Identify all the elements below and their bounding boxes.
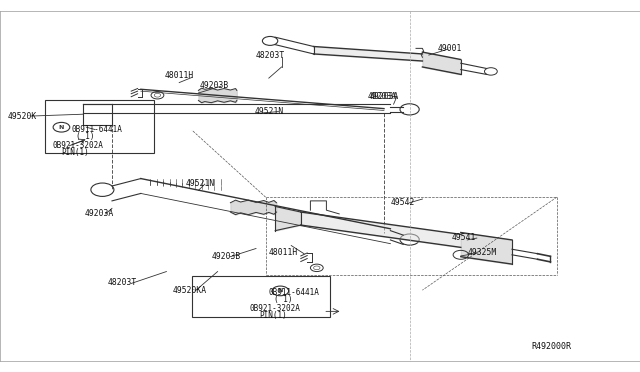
Text: 48203T: 48203T <box>256 51 285 60</box>
Bar <box>45 100 154 153</box>
Text: 49520K: 49520K <box>8 112 37 121</box>
Text: 49521N: 49521N <box>255 107 284 116</box>
Text: 49203B: 49203B <box>211 252 241 261</box>
Text: 49203B: 49203B <box>200 81 229 90</box>
Text: 49325M: 49325M <box>467 248 497 257</box>
Text: PIN(1): PIN(1) <box>61 148 88 157</box>
Text: 0B921-3202A: 0B921-3202A <box>52 141 103 150</box>
Text: 49203A: 49203A <box>368 92 397 101</box>
Text: 49521N: 49521N <box>186 179 215 187</box>
Text: ( 1): ( 1) <box>274 295 292 304</box>
Text: 49203A: 49203A <box>84 209 114 218</box>
Text: 49541: 49541 <box>452 233 476 242</box>
Text: 0B921-3202A: 0B921-3202A <box>250 304 300 312</box>
Text: 48011H: 48011H <box>269 248 298 257</box>
Text: 49520KA: 49520KA <box>173 286 207 295</box>
Text: 48011H: 48011H <box>165 71 195 80</box>
Text: 0B911-6441A: 0B911-6441A <box>72 125 122 134</box>
Text: 49001: 49001 <box>438 44 462 53</box>
Text: PIN(1): PIN(1) <box>259 311 287 320</box>
Text: 48203T: 48203T <box>108 278 137 287</box>
Text: N: N <box>59 125 64 130</box>
Text: 49203A: 49203A <box>370 92 399 101</box>
Text: 49542: 49542 <box>390 198 415 207</box>
Text: R492000R: R492000R <box>531 342 571 351</box>
Text: 0B911-6441A: 0B911-6441A <box>269 288 319 296</box>
Bar <box>192 276 330 317</box>
Text: N: N <box>278 288 283 294</box>
Text: ( 1): ( 1) <box>76 132 94 141</box>
